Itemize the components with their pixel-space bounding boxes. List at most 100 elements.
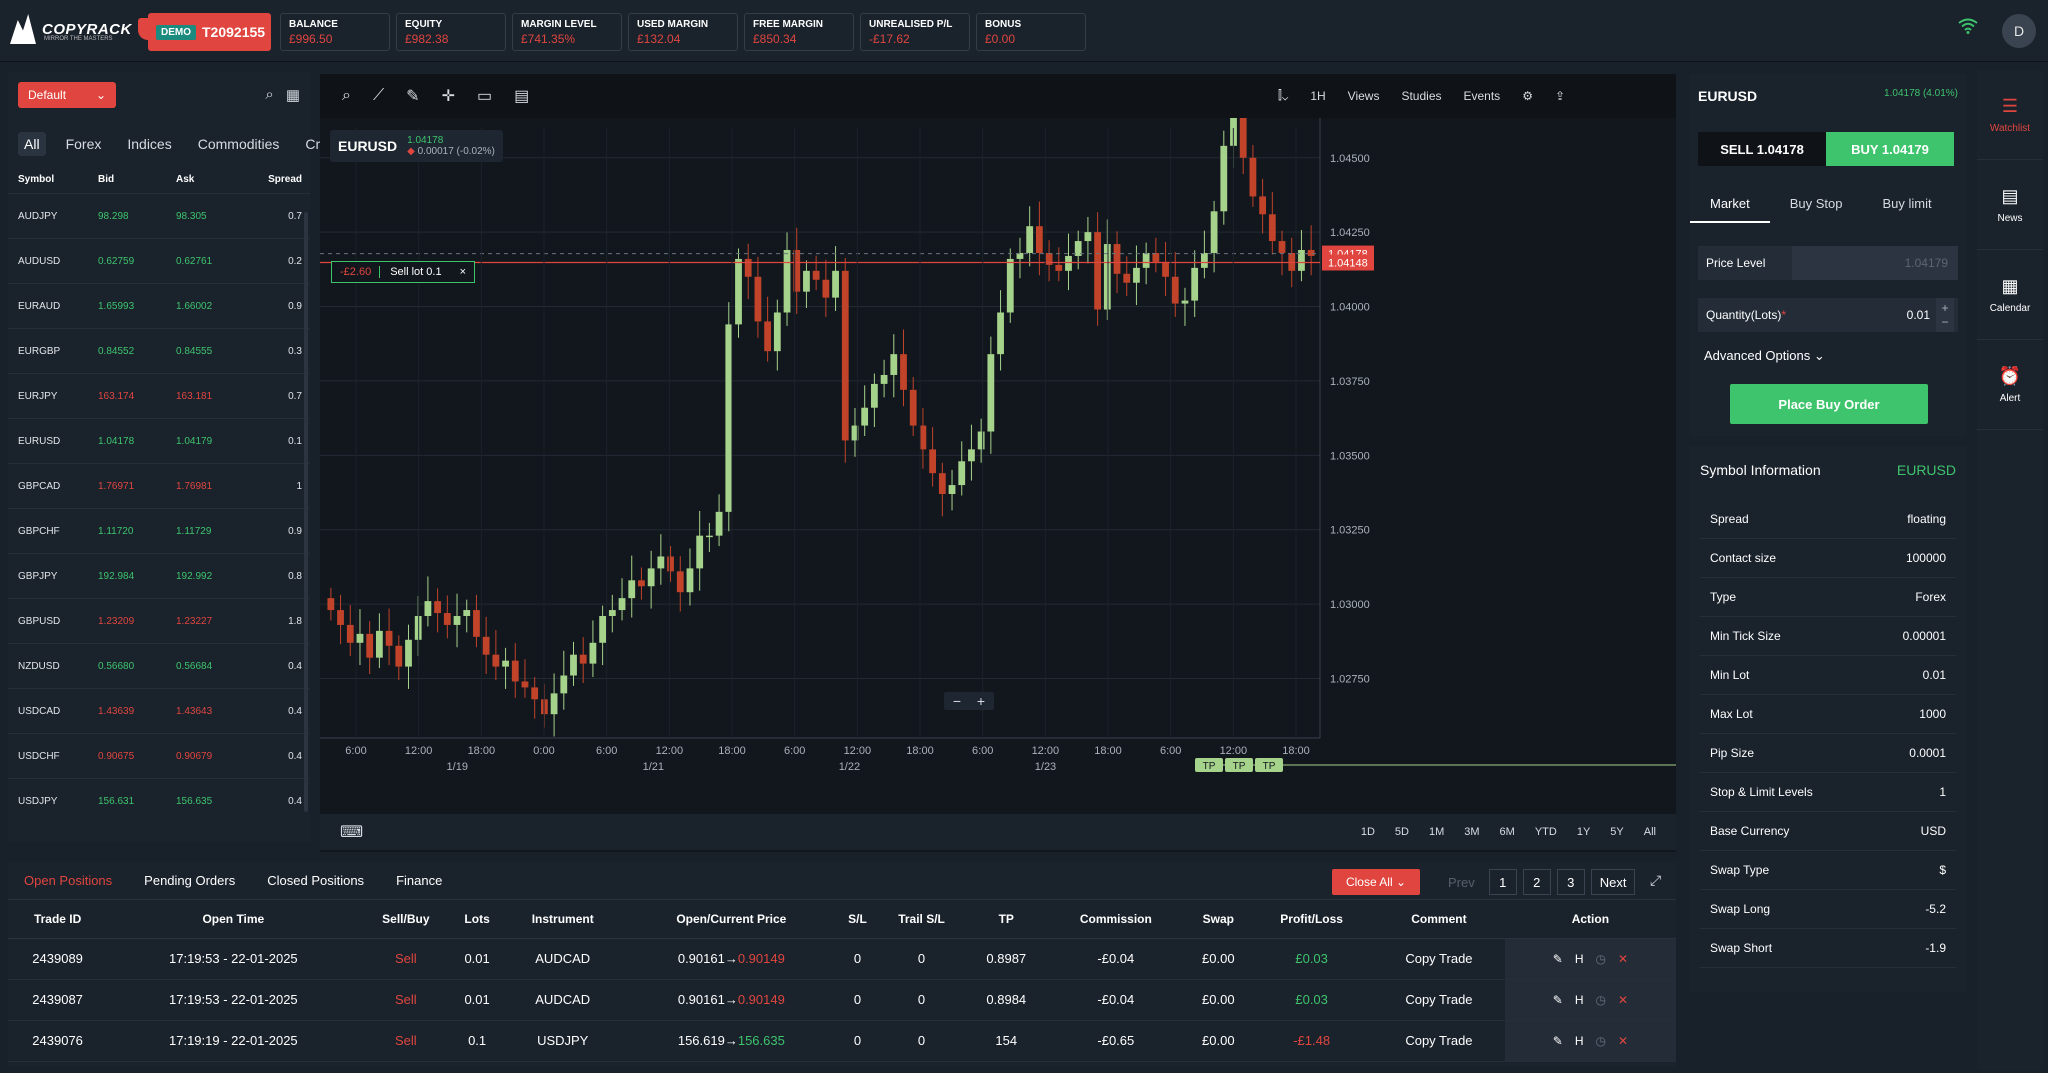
hedge-icon[interactable]: H xyxy=(1574,993,1584,1007)
watchlist-row[interactable]: NZDUSD 0.56680 0.56684 0.4 xyxy=(8,643,310,688)
scrollbar[interactable] xyxy=(304,212,308,812)
watchlist-row[interactable]: AUDUSD 0.62759 0.62761 0.2 xyxy=(8,238,310,283)
quantity-input[interactable]: 0.01 xyxy=(1906,308,1930,322)
zoom-control[interactable] xyxy=(944,692,994,710)
page-prev[interactable]: Prev xyxy=(1448,874,1475,890)
watchlist-row[interactable]: EURGBP 0.84552 0.84555 0.3 xyxy=(8,328,310,373)
crosshair-icon[interactable]: ✛ xyxy=(441,88,455,105)
hedge-icon[interactable]: H xyxy=(1574,1034,1584,1048)
order-tab-buy-stop[interactable]: Buy Stop xyxy=(1789,196,1843,211)
watchlist-row[interactable]: GBPCHF 1.11720 1.11729 0.9 xyxy=(8,508,310,553)
studies-menu[interactable]: Studies xyxy=(1401,88,1442,103)
close-all-button[interactable]: Close All ⌄ xyxy=(1332,869,1420,895)
clock-icon[interactable]: ◷ xyxy=(1595,952,1606,966)
clock-icon[interactable]: ◷ xyxy=(1595,1034,1606,1048)
category-tab-indices[interactable]: Indices xyxy=(127,136,172,152)
edit-icon[interactable]: ✎ xyxy=(1552,993,1563,1007)
rail-item-watchlist[interactable]: ☰ Watchlist xyxy=(1977,70,2043,160)
avatar[interactable]: D xyxy=(2002,14,2036,48)
watchlist-row[interactable]: EURUSD 1.04178 1.04179 0.1 xyxy=(8,418,310,463)
place-order-button[interactable]: Place Buy Order xyxy=(1730,384,1928,424)
positions-tab-closed-positions[interactable]: Closed Positions xyxy=(267,873,365,888)
watchlist-row[interactable]: GBPUSD 1.23209 1.23227 1.8 xyxy=(8,598,310,643)
watchlist-row[interactable]: GBPCAD 1.76971 1.76981 1 xyxy=(8,463,310,508)
events-menu[interactable]: Events xyxy=(1463,88,1501,103)
tp-marker[interactable] xyxy=(1195,758,1223,772)
edit-icon[interactable]: ✎ xyxy=(1552,952,1563,966)
gear-icon[interactable]: ⚙ xyxy=(1522,88,1533,103)
positions-tab-finance[interactable]: Finance xyxy=(396,873,443,888)
table-row[interactable]: 2439089 17:19:53 - 22-01-2025 Sell 0.01 AUDC… xyxy=(8,938,1676,980)
order-tab-market[interactable]: Market xyxy=(1690,186,1770,223)
category-tab-all[interactable]: All xyxy=(18,132,46,156)
watchlist-row[interactable]: EURJPY 163.174 163.181 0.7 xyxy=(8,373,310,418)
category-tab-forex[interactable]: Forex xyxy=(65,136,102,152)
range-all[interactable]: All xyxy=(1643,826,1656,838)
order-line-tag[interactable]: -£2.60 Sell lot 0.1 × xyxy=(331,261,476,283)
account-selector[interactable]: DEMO T2092155 xyxy=(148,13,271,51)
range-1m[interactable]: 1M xyxy=(1428,826,1445,838)
range-3m[interactable]: 3M xyxy=(1464,826,1480,838)
comment-icon[interactable]: ▭ xyxy=(476,88,493,105)
close-icon[interactable]: ✕ xyxy=(1617,952,1629,966)
page-3[interactable]: 3 xyxy=(1556,869,1585,895)
positions-tab-pending-orders[interactable]: Pending Orders xyxy=(144,873,236,888)
watchlist-row[interactable]: AUDJPY 98.298 98.305 0.7 xyxy=(8,193,310,238)
close-icon[interactable]: ✕ xyxy=(1617,1034,1629,1048)
range-5y[interactable]: 5Y xyxy=(1610,826,1624,838)
quantity-field[interactable]: Quantity(Lots) * 0.01 + − xyxy=(1698,298,1958,332)
range-1y[interactable]: 1Y xyxy=(1576,826,1591,838)
sell-button[interactable]: SELL 1.04178 xyxy=(1698,132,1826,166)
price-chart[interactable]: 1.04500 1.04250 1.04000 1.03750 1.03500 1.032… xyxy=(320,118,1676,814)
page-next[interactable]: Next xyxy=(1590,869,1636,895)
search-icon[interactable]: ⌕ xyxy=(342,87,351,104)
interval-selector[interactable]: 1H xyxy=(1310,88,1326,103)
edit-icon[interactable]: ✎ xyxy=(1552,1034,1563,1048)
tp-marker[interactable] xyxy=(1255,758,1283,772)
info-row: Contact size 100000 xyxy=(1700,539,1956,578)
close-icon[interactable]: × xyxy=(459,266,467,278)
watchlist-row[interactable]: USDCAD 1.43639 1.43643 0.4 xyxy=(8,688,310,733)
expand-icon[interactable]: ⤢ xyxy=(1650,872,1662,888)
share-icon[interactable]: ⇪ xyxy=(1554,88,1566,103)
watchlist-row[interactable]: EURAUD 1.65993 1.66002 0.9 xyxy=(8,283,310,328)
hedge-icon[interactable]: H xyxy=(1574,952,1584,966)
close-icon[interactable]: ✕ xyxy=(1617,993,1629,1007)
rail-item-calendar[interactable]: ▦ Calendar xyxy=(1977,250,2043,340)
grid-icon[interactable]: ▦ xyxy=(285,87,300,104)
chart-type-icon[interactable]: ⫿⌄ xyxy=(1278,88,1289,102)
table-row[interactable]: 2439087 17:19:53 - 22-01-2025 Sell 0.01 AUDC… xyxy=(8,979,1676,1021)
zoom-in-icon[interactable]: + xyxy=(977,693,985,709)
views-menu[interactable]: Views xyxy=(1347,88,1380,103)
positions-tab-open-positions[interactable]: Open Positions xyxy=(24,873,113,888)
range-ytd[interactable]: YTD xyxy=(1534,826,1557,838)
price-level-value[interactable]: 1.04179 xyxy=(1792,246,1958,280)
table-icon[interactable]: ▤ xyxy=(514,88,530,105)
pencil-icon[interactable]: ✎ xyxy=(406,88,420,105)
range-6m[interactable]: 6M xyxy=(1499,826,1515,838)
search-icon[interactable]: ⌕ xyxy=(265,86,274,103)
watchlist-row[interactable]: USDJPY 156.631 156.635 0.4 xyxy=(8,778,310,823)
indicator-icon[interactable]: ⟋ xyxy=(372,87,385,104)
watchlist-row[interactable]: GBPJPY 192.984 192.992 0.8 xyxy=(8,553,310,598)
tp-marker[interactable] xyxy=(1225,758,1253,772)
category-tab-commodities[interactable]: Commodities xyxy=(197,136,280,152)
price-level-field[interactable]: Price Level 1.04179 xyxy=(1698,246,1958,280)
advanced-options-toggle[interactable]: Advanced Options ⌄ xyxy=(1704,348,1825,364)
range-1d[interactable]: 1D xyxy=(1360,826,1375,838)
watchlist-row[interactable]: USDCHF 0.90675 0.90679 0.4 xyxy=(8,733,310,778)
candle-body xyxy=(1065,255,1072,271)
clock-icon[interactable]: ◷ xyxy=(1595,993,1606,1007)
rail-item-news[interactable]: ▤ News xyxy=(1977,160,2043,250)
quantity-stepper[interactable]: + − xyxy=(1936,298,1954,332)
order-tab-buy-limit[interactable]: Buy limit xyxy=(1882,196,1932,211)
rail-item-alert[interactable]: ⏰ Alert xyxy=(1977,340,2043,430)
buy-button[interactable]: BUY 1.04179 xyxy=(1826,132,1954,166)
page-2[interactable]: 2 xyxy=(1522,869,1551,895)
zoom-out-icon[interactable]: − xyxy=(953,693,961,709)
watchlist-dropdown[interactable]: Default ⌄ xyxy=(18,82,116,108)
table-row[interactable]: 2439076 17:19:19 - 22-01-2025 Sell 0.1 USDJP… xyxy=(8,1020,1676,1062)
page-1[interactable]: 1 xyxy=(1488,869,1517,895)
keyboard-icon[interactable]: ⌨ xyxy=(340,824,364,841)
range-5d[interactable]: 5D xyxy=(1394,826,1409,838)
